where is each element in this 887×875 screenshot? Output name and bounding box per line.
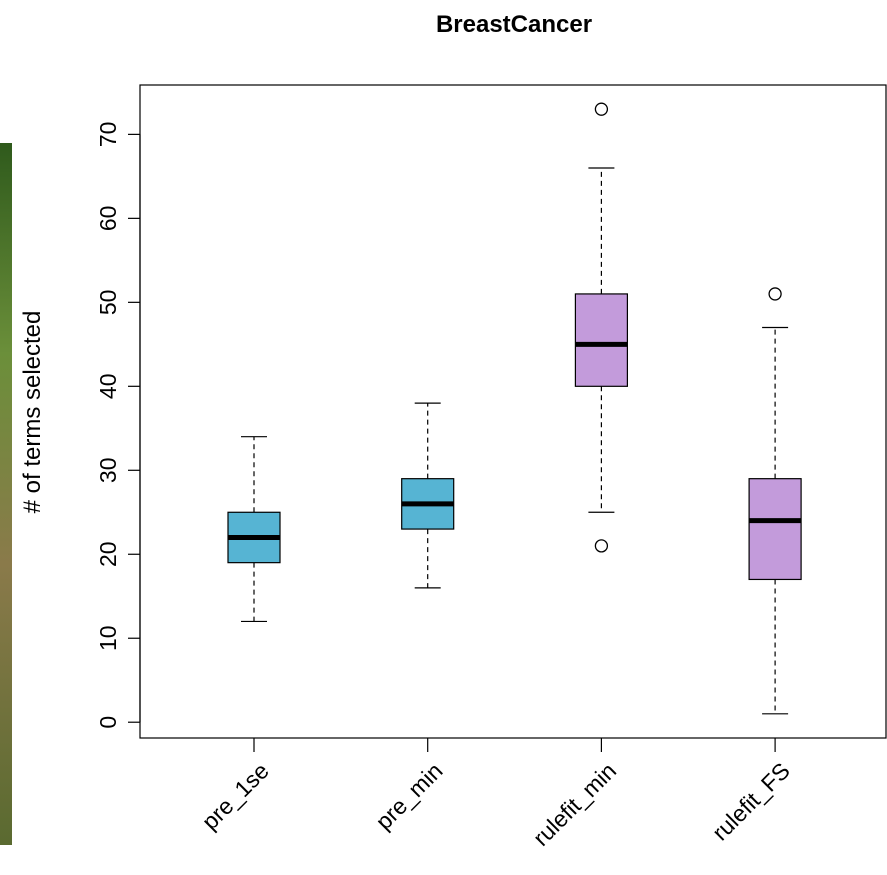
y-tick-label: 10 <box>95 625 121 651</box>
y-tick-label: 40 <box>95 374 121 400</box>
chart-title: BreastCancer <box>436 11 592 38</box>
plot-frame <box>140 85 886 738</box>
x-tick-label: rulefit_min <box>528 757 621 850</box>
box <box>749 479 801 580</box>
y-tick-label: 30 <box>95 457 121 483</box>
x-tick-label: pre_min <box>370 757 447 834</box>
x-tick-label: pre_1se <box>197 757 274 834</box>
x-tick-label: rulefit_FS <box>707 757 795 845</box>
box <box>575 294 627 386</box>
outlier <box>595 540 607 552</box>
y-tick-label: 20 <box>95 541 121 567</box>
y-tick-label: 50 <box>95 290 121 316</box>
y-tick-label: 60 <box>95 206 121 232</box>
y-tick-label: 70 <box>95 122 121 148</box>
outlier <box>595 103 607 115</box>
chart: BreastCancer # of terms selected 0 10 20 30… <box>0 0 887 875</box>
outlier <box>769 288 781 300</box>
y-axis-label: # of terms selected <box>19 311 46 514</box>
photo-strip <box>0 143 12 845</box>
y-tick-label: 0 <box>95 716 121 729</box>
